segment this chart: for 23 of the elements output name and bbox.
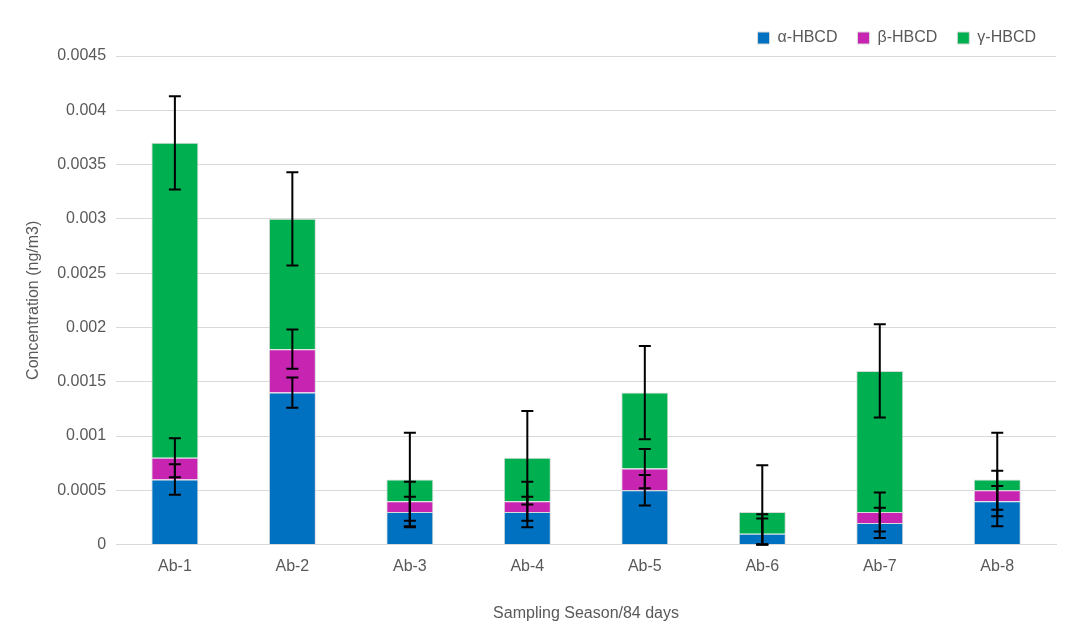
- x-tick-label: Ab-6: [745, 556, 780, 574]
- y-tick-label: 0.0015: [57, 372, 107, 390]
- y-tick-label: 0.0025: [57, 263, 107, 281]
- legend-label: α-HBCD: [777, 28, 838, 46]
- x-tick-label: Ab-5: [627, 556, 662, 574]
- y-tick-label: 0.004: [66, 100, 107, 118]
- y-tick-label: 0.001: [66, 426, 107, 444]
- x-tick-label: Ab-8: [980, 556, 1015, 574]
- x-tick-label: Ab-3: [392, 556, 427, 574]
- x-tick-label: Ab-1: [157, 556, 192, 574]
- x-axis-title: Sampling Season/84 days: [493, 603, 680, 621]
- y-tick-label: 0.0035: [57, 154, 107, 172]
- y-tick-label: 0.003: [66, 209, 107, 227]
- x-tick-label: Ab-2: [275, 556, 310, 574]
- y-tick-label: 0.0045: [57, 46, 107, 64]
- legend-label: β-HBCD: [877, 28, 938, 46]
- legend-label: γ-HBCD: [977, 28, 1037, 46]
- x-tick-label: Ab-7: [862, 556, 897, 574]
- y-tick-label: 0: [97, 535, 107, 553]
- y-axis-title: Concentration (ng/m3): [24, 220, 42, 380]
- y-tick-label: 0.002: [66, 317, 107, 335]
- x-tick-label: Ab-4: [510, 556, 545, 574]
- y-tick-label: 0.0005: [57, 480, 107, 498]
